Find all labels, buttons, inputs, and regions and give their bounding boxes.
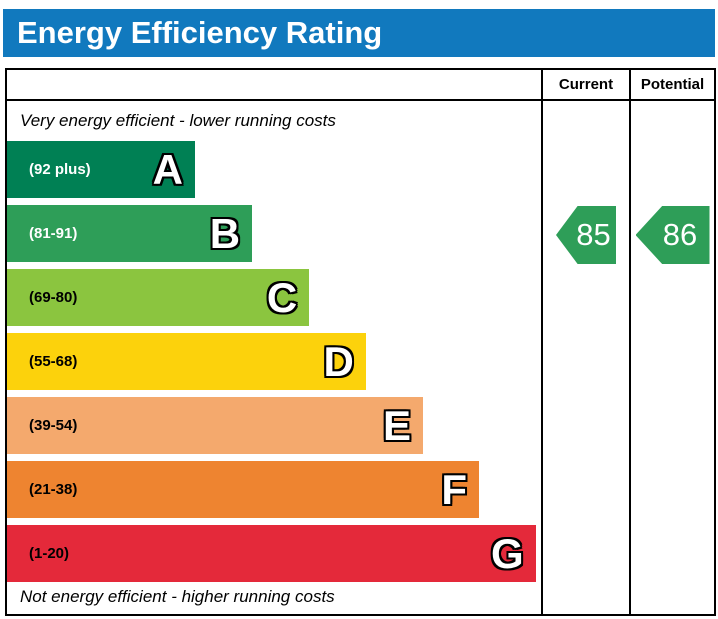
current-rating-value: 85 <box>576 217 611 252</box>
band-b: (81-91) B <box>7 205 253 262</box>
current-value-cell: 85 <box>541 101 629 614</box>
band-a-letter: A <box>152 146 183 193</box>
title-bar: Energy Efficiency Rating <box>3 9 715 57</box>
band-b-range: (81-91) <box>29 225 78 242</box>
page-title: Energy Efficiency Rating <box>17 15 383 50</box>
band-list: (92 plus) A (81-91) B (69-80) C (55-68) … <box>7 141 541 582</box>
band-a: (92 plus) A <box>7 141 195 198</box>
band-e: (39-54) E <box>7 397 423 454</box>
band-c-letter: C <box>266 274 298 321</box>
caption-efficient: Very energy efficient - lower running co… <box>20 111 336 130</box>
band-b-letter: B <box>209 210 241 257</box>
potential-rating-arrow: 86 <box>635 206 710 264</box>
band-chart-area: Very energy efficient - lower running co… <box>7 101 541 614</box>
band-a-range: (92 plus) <box>29 161 91 178</box>
band-e-letter: E <box>382 402 411 449</box>
band-c-range: (69-80) <box>29 289 78 306</box>
rating-table: Current Potential Very energy efficient … <box>5 68 716 616</box>
band-d-range: (55-68) <box>29 353 78 370</box>
header-spacer <box>7 70 541 101</box>
band-f: (21-38) F <box>7 461 480 518</box>
current-column-header: Current <box>541 70 629 101</box>
band-g-range: (1-20) <box>29 545 70 562</box>
band-c: (69-80) C <box>7 269 310 326</box>
potential-value-cell: 86 <box>629 101 714 614</box>
caption-not-efficient: Not energy efficient - higher running co… <box>20 587 335 606</box>
band-g-letter: G <box>490 530 524 577</box>
current-rating-arrow: 85 <box>556 206 616 264</box>
band-g: (1-20) G <box>7 525 536 582</box>
band-d-letter: D <box>323 338 354 385</box>
band-d: (55-68) D <box>7 333 366 390</box>
band-f-letter: F <box>441 466 468 513</box>
potential-rating-value: 86 <box>662 217 698 252</box>
band-e-range: (39-54) <box>29 417 78 434</box>
band-f-range: (21-38) <box>29 481 78 498</box>
potential-column-header: Potential <box>629 70 714 101</box>
